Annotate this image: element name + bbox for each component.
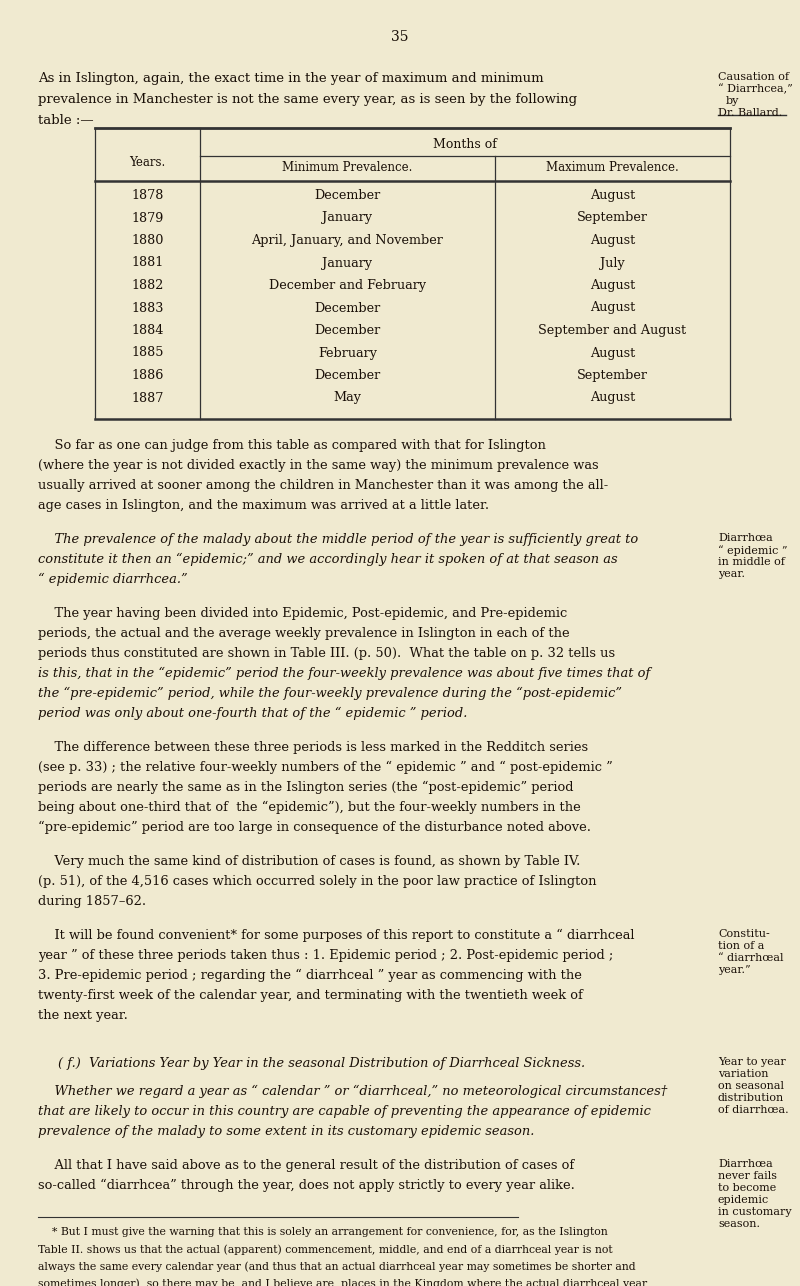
Text: distribution: distribution [718, 1093, 784, 1103]
Text: that are likely to occur in this country are capable of preventing the appearanc: that are likely to occur in this country… [38, 1105, 651, 1118]
Text: “ epidemic ”: “ epidemic ” [718, 545, 787, 556]
Text: January: January [322, 256, 373, 270]
Text: in customary: in customary [718, 1208, 792, 1217]
Text: year.: year. [718, 568, 745, 579]
Text: epidemic: epidemic [718, 1195, 770, 1205]
Text: year.”: year.” [718, 964, 750, 975]
Text: “ epidemic diarrhcea.”: “ epidemic diarrhcea.” [38, 574, 188, 586]
Text: September: September [577, 211, 648, 225]
Text: All that I have said above as to the general result of the distribution of cases: All that I have said above as to the gen… [38, 1159, 574, 1172]
Text: of diarrhœa.: of diarrhœa. [718, 1105, 789, 1115]
Text: 1882: 1882 [131, 279, 164, 292]
Text: Dr. Ballard.: Dr. Ballard. [718, 108, 782, 118]
Text: * But I must give the warning that this is ​solely an arrangement for convenienc: * But I must give the warning that this … [38, 1227, 608, 1237]
Text: Diarrhœa: Diarrhœa [718, 532, 773, 543]
Text: always the same every calendar year (and thus that an actual diarrhceal year may: always the same every calendar year (and… [38, 1262, 636, 1272]
Text: table :—: table :— [38, 114, 94, 127]
Text: periods, the actual and the average weekly prevalence in Islington in each of th: periods, the actual and the average week… [38, 628, 570, 640]
Text: Diarrhœa: Diarrhœa [718, 1159, 773, 1169]
Text: August: August [590, 346, 635, 360]
Text: periods are nearly the same as in the Islington series (the “post-epidemic” peri: periods are nearly the same as in the Is… [38, 781, 574, 795]
Text: August: August [590, 279, 635, 292]
Text: 1883: 1883 [131, 301, 164, 315]
Text: on seasonal: on seasonal [718, 1082, 784, 1091]
Text: February: February [318, 346, 377, 360]
Text: The difference between these three periods is less marked in the Redditch series: The difference between these three perio… [38, 741, 588, 754]
Text: The prevalence of the malady about the middle period of the year is sufficiently: The prevalence of the malady about the m… [38, 532, 638, 547]
Text: Constitu-: Constitu- [718, 928, 770, 939]
Text: sometimes longer), so there may be, and I believe are, places in the Kingdom whe: sometimes longer), so there may be, and … [38, 1278, 647, 1286]
Text: (see p. 33) ; the relative four-weekly numbers of the “ epidemic ” and “ post-ep: (see p. 33) ; the relative four-weekly n… [38, 761, 613, 774]
Text: 1884: 1884 [131, 324, 164, 337]
Text: Months of: Months of [433, 138, 497, 150]
Text: July: July [600, 256, 625, 270]
Text: 1878: 1878 [131, 189, 164, 202]
Text: during 1857–62.: during 1857–62. [38, 895, 146, 908]
Text: August: August [590, 301, 635, 315]
Text: tion of a: tion of a [718, 941, 764, 952]
Text: May: May [334, 391, 362, 405]
Text: being about one-third that of  the “epidemic”), but the four-weekly numbers in t: being about one-third that of the “epide… [38, 801, 581, 814]
Text: Maximum Prevalence.: Maximum Prevalence. [546, 161, 679, 174]
Text: September: September [577, 369, 648, 382]
Text: “ Diarrhcea,”: “ Diarrhcea,” [718, 84, 793, 95]
Text: January: January [322, 211, 373, 225]
Text: 1880: 1880 [131, 234, 164, 247]
Text: It will be found convenient* for some purposes of this report to constitute a “ : It will be found convenient* for some pu… [38, 928, 634, 943]
Text: ( f.)  Variations Year by Year in the seasonal Distribution of Diarrhceal Sickne: ( f.) Variations Year by Year in the sea… [58, 1057, 585, 1070]
Text: to become: to become [718, 1183, 776, 1193]
Text: by: by [726, 96, 739, 105]
Text: Whether we regard a year as “ calendar ” or “diarrhceal,” no meteorological circ: Whether we regard a year as “ calendar ”… [38, 1085, 667, 1098]
Text: December: December [314, 369, 381, 382]
Text: 1879: 1879 [131, 211, 164, 225]
Text: 3. Pre-epidemic period ; regarding the “ diarrhceal ” year as commencing with th: 3. Pre-epidemic period ; regarding the “… [38, 968, 582, 983]
Text: Causation of: Causation of [718, 72, 789, 82]
Text: December: December [314, 324, 381, 337]
Text: “ diarrhœal: “ diarrhœal [718, 953, 783, 963]
Text: December: December [314, 189, 381, 202]
Text: September and August: September and August [538, 324, 686, 337]
Text: (where the year is not divided exactly in the same way) the minimum prevalence w: (where the year is not divided exactly i… [38, 459, 598, 472]
Text: so-called “diarrhcea” through the year, does not apply strictly to every year al: so-called “diarrhcea” through the year, … [38, 1179, 575, 1192]
Text: August: August [590, 189, 635, 202]
Text: 1887: 1887 [131, 391, 164, 405]
Text: (p. 51), of the 4,516 cases which occurred solely in the poor law practice of Is: (p. 51), of the 4,516 cases which occurr… [38, 874, 597, 889]
Text: constitute it then an “epidemic;” and we accordingly hear it spoken of at that s: constitute it then an “epidemic;” and we… [38, 553, 618, 566]
Text: prevalence of the malady to some extent in its customary epidemic season.: prevalence of the malady to some extent … [38, 1125, 534, 1138]
Text: never fails: never fails [718, 1172, 777, 1181]
Text: the next year.: the next year. [38, 1010, 128, 1022]
Text: 35: 35 [391, 30, 409, 44]
Text: year ” of these three periods taken thus : 1. Epidemic period ; 2. Post-epidemic: year ” of these three periods taken thus… [38, 949, 614, 962]
Text: usually arrived at sooner among the children in Manchester than it was among the: usually arrived at sooner among the chil… [38, 478, 608, 493]
Text: Years.: Years. [130, 157, 166, 170]
Text: “pre-epidemic” period are too large in consequence of the disturbance noted abov: “pre-epidemic” period are too large in c… [38, 820, 591, 835]
Text: The year having been divided into Epidemic, Post-epidemic, and Pre-epidemic: The year having been divided into Epidem… [38, 607, 567, 620]
Text: So far as one can judge from this table as compared with that for Islington: So far as one can judge from this table … [38, 439, 546, 451]
Text: August: August [590, 234, 635, 247]
Text: variation: variation [718, 1069, 769, 1079]
Text: 1886: 1886 [131, 369, 164, 382]
Text: prevalence in Manchester is not the same every year, as is seen by the following: prevalence in Manchester is not the same… [38, 93, 577, 105]
Text: season.: season. [718, 1219, 760, 1229]
Text: the “pre-epidemic” period, while the four-weekly prevalence during the “post-epi: the “pre-epidemic” period, while the fou… [38, 687, 622, 701]
Text: December and February: December and February [269, 279, 426, 292]
Text: Very much the same kind of distribution of cases is found, as shown by Table IV.: Very much the same kind of distribution … [38, 855, 580, 868]
Text: 1885: 1885 [131, 346, 164, 360]
Text: December: December [314, 301, 381, 315]
Text: is this, that in the “epidemic” period the four-weekly prevalence was about five: is this, that in the “epidemic” period t… [38, 667, 650, 680]
Text: twenty-first week of the calendar year, and terminating with the twentieth week : twenty-first week of the calendar year, … [38, 989, 583, 1002]
Text: Table II. shows us that the actual (apparent) commencement, middle, and end of a: Table II. shows us that the actual (appa… [38, 1244, 613, 1255]
Text: period was only about one-fourth that of the “ epidemic ” period.: period was only about one-fourth that of… [38, 707, 467, 720]
Text: April, January, and November: April, January, and November [251, 234, 443, 247]
Text: periods thus constituted are shown in Table III. (p. 50).  What the table on p. : periods thus constituted are shown in Ta… [38, 647, 615, 660]
Text: August: August [590, 391, 635, 405]
Text: Minimum Prevalence.: Minimum Prevalence. [282, 161, 413, 174]
Text: age cases in Islington, and the maximum was arrived at a little later.: age cases in Islington, and the maximum … [38, 499, 489, 512]
Text: 1881: 1881 [131, 256, 164, 270]
Text: in middle of: in middle of [718, 557, 785, 567]
Text: Year to year: Year to year [718, 1057, 786, 1067]
Text: As in Islington, again, the exact time in the year of maximum and minimum: As in Islington, again, the exact time i… [38, 72, 544, 85]
